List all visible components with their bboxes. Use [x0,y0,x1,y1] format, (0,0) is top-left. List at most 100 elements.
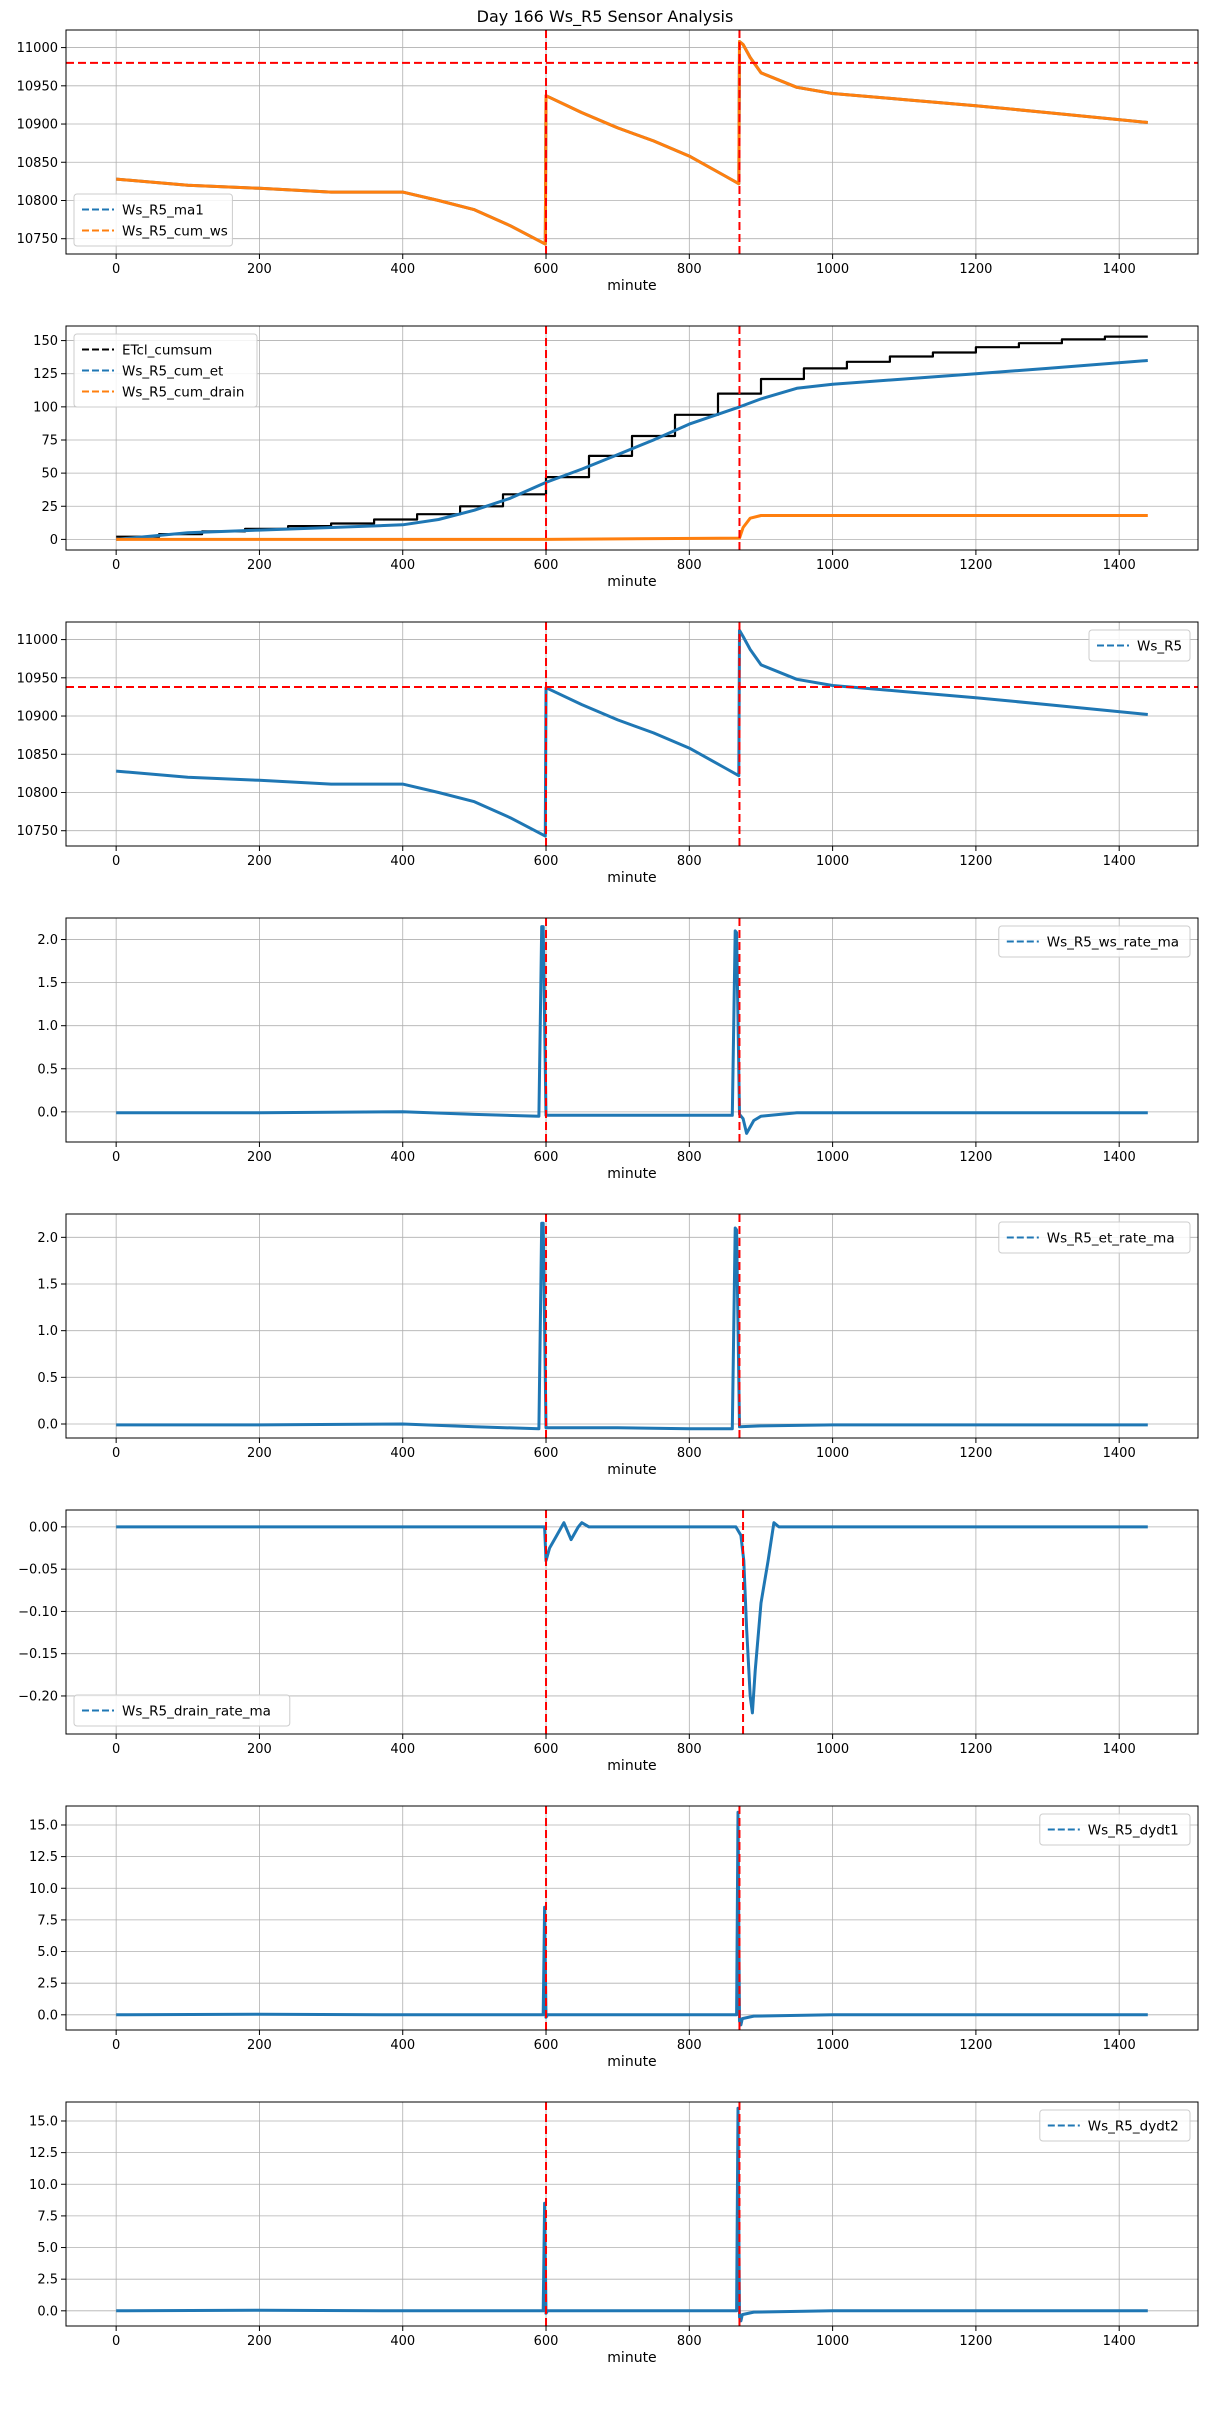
legend-label: ETcl_cumsum [122,343,212,359]
x-axis-label: minute [607,278,656,294]
x-tick-label: 400 [390,854,415,869]
legend-box [73,1694,291,1727]
y-tick-label: 1.5 [37,1278,58,1293]
x-tick-label: 400 [390,2334,415,2349]
x-tick-label: 200 [247,2038,272,2053]
series-line-Ws_R5_dydt2 [116,2106,1148,2323]
x-tick-label: 600 [534,2038,559,2053]
legend: Ws_R5 [1088,629,1191,662]
y-tick-label: 10750 [17,232,58,247]
series-group [116,326,1148,550]
x-tick-label: 1400 [1103,1742,1136,1757]
x-tick-label: 200 [247,854,272,869]
axes-frame [65,1213,1199,1439]
legend-box [998,1221,1191,1254]
x-tick-label: 200 [247,1150,272,1165]
y-tick-label: 7.5 [37,2209,58,2224]
series-line-Ws_R5_cum_ws [116,40,1148,246]
chart-panel-4: 0 200 400 600 800 1000 1200 1400 minute 0.0 0.5 1.0… [37,917,1199,1182]
x-tick-label: 800 [677,1742,702,1757]
axes-frame [65,621,1199,847]
chart-panel-5: 0 200 400 600 800 1000 1200 1400 minute 0.0 0.5 1.0… [37,1213,1199,1478]
x-tick-label: 1000 [816,2038,849,2053]
chart-panel-8: 0 200 400 600 800 1000 1200 1400 minute 0.0 2.5 5.0… [29,2101,1199,2366]
y-tick-label: 10950 [17,79,58,94]
x-tick-label: 1000 [816,1150,849,1165]
y-tick-label: 125 [33,367,58,382]
y-tick-label: 25 [41,500,58,515]
x-tick-label: 1000 [816,2334,849,2349]
legend-label: Ws_R5_cum_et [122,364,223,380]
x-tick-label: 1000 [816,558,849,573]
x-tick-label: 1400 [1103,262,1136,277]
x-tick-label: 200 [247,558,272,573]
legend-label: Ws_R5 [1137,639,1182,655]
y-tick-label: 0.0 [37,2304,58,2319]
x-tick-label: 600 [534,1150,559,1165]
x-tick-label: 200 [247,2334,272,2349]
y-tick-label: 5.0 [37,1945,58,1960]
y-tick-label: 10800 [17,786,58,801]
legend: Ws_R5_et_rate_ma [998,1221,1191,1254]
x-tick-label: 400 [390,1150,415,1165]
x-axis-label: minute [607,1462,656,1478]
series-line-Ws_R5_et_rate_ma [116,1221,1148,1431]
chart-panel-2: 0 200 400 600 800 1000 1200 1400 minute 0 25 50 75 10… [33,325,1199,590]
y-tick-label: 10900 [17,118,58,133]
x-tick-label: 400 [390,558,415,573]
x-axis-label: minute [607,574,656,590]
x-tick-label: 1200 [959,2038,992,2053]
y-tick-label: 15.0 [29,2114,58,2129]
y-tick-label: 10950 [17,671,58,686]
figure-title: Day 166 Ws_R5 Sensor Analysis [477,7,734,27]
legend-box [1088,629,1191,662]
x-tick-label: 1000 [816,1446,849,1461]
axes-frame [65,917,1199,1143]
x-tick-label: 1000 [816,854,849,869]
y-tick-label: 2.5 [37,2273,58,2288]
y-tick-label: 0.00 [29,1520,58,1535]
legend-box [73,193,233,247]
x-tick-label: 400 [390,262,415,277]
axes-frame [65,2101,1199,2327]
y-tick-label: 0.0 [37,2008,58,2023]
x-tick-label: 1000 [816,1742,849,1757]
x-tick-label: 600 [534,262,559,277]
y-tick-label: 10.0 [29,2178,58,2193]
axes-frame [65,1805,1199,2031]
x-tick-label: 800 [677,2334,702,2349]
y-tick-label: 11000 [17,633,58,648]
x-axis-label: minute [607,1166,656,1182]
x-tick-label: 1400 [1103,558,1136,573]
y-tick-label: 0 [50,533,58,548]
chart-panel-1: 0 200 400 600 800 1000 1200 1400 minute 10750 1080… [17,29,1199,294]
x-tick-label: 1200 [959,1742,992,1757]
x-tick-label: 0 [112,2038,120,2053]
x-axis-label: minute [607,2054,656,2070]
series-group [66,622,1198,846]
series-line-Ws_R5_cum_et [116,359,1148,541]
axes-frame [65,325,1199,551]
x-tick-label: 400 [390,1446,415,1461]
x-tick-label: 1200 [959,2334,992,2349]
series-line-ETcl_cumsum [116,335,1148,538]
x-tick-label: 800 [677,1446,702,1461]
x-tick-label: 200 [247,262,272,277]
y-tick-label: −0.20 [18,1689,58,1704]
series-line-Ws_R5 [116,628,1148,838]
legend-label: Ws_R5_dydt1 [1088,1823,1179,1839]
y-tick-label: 10750 [17,824,58,839]
legend-label: Ws_R5_cum_ws [122,224,228,240]
series-group [116,1510,1148,1734]
x-tick-label: 600 [534,1742,559,1757]
x-tick-label: 800 [677,854,702,869]
x-tick-label: 0 [112,1742,120,1757]
y-tick-label: 2.0 [37,933,58,948]
x-axis-label: minute [607,870,656,886]
series-group [66,30,1198,254]
x-axis-label: minute [607,1758,656,1774]
x-tick-label: 400 [390,1742,415,1757]
y-tick-label: −0.10 [18,1605,58,1620]
series-group [116,2102,1148,2326]
